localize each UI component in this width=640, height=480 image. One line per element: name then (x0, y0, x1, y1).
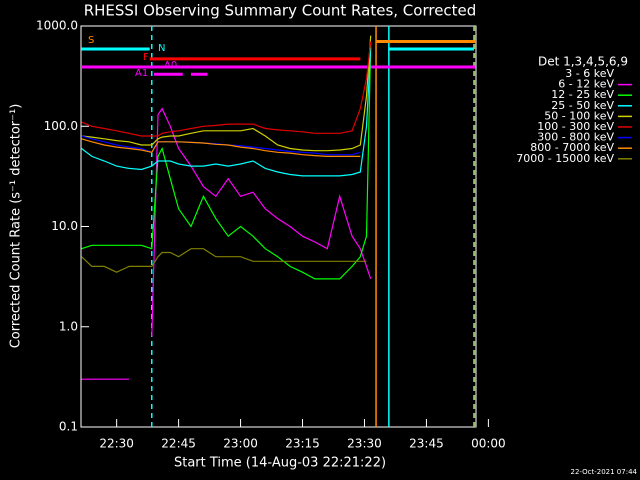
series-line (81, 41, 372, 137)
y-tick-label: 1.0 (59, 319, 78, 333)
flag-label: N (158, 43, 165, 54)
legend-label: 3 - 6 keV (565, 67, 614, 80)
series-line (81, 41, 372, 280)
x-tick-label: 23:45 (409, 437, 444, 451)
x-tick-label: 23:00 (223, 437, 258, 451)
legend-label: 25 - 50 keV (551, 99, 614, 112)
x-tick-label: 22:45 (161, 437, 196, 451)
series-line (81, 107, 372, 380)
legend-label: 12 - 25 keV (551, 88, 614, 101)
x-tick-label: 23:30 (347, 437, 382, 451)
y-tick-label: 1000.0 (36, 19, 78, 33)
series-line (81, 35, 372, 152)
x-tick-label: 00:00 (471, 437, 506, 451)
legend-label: 300 - 800 keV (537, 131, 614, 144)
x-tick-label: 23:15 (285, 437, 320, 451)
y-axis-title: Corrected Count Rate (s⁻¹ detector⁻¹) (9, 104, 24, 349)
y-tick-label: 0.1 (59, 420, 78, 434)
series-line (81, 48, 372, 177)
legend-label: 50 - 100 keV (544, 109, 614, 122)
series-line (81, 138, 361, 157)
legend-label: 100 - 300 keV (537, 120, 614, 133)
y-tick-label: 10.0 (51, 219, 78, 233)
plot-frame (80, 25, 477, 428)
footer: 22-Oct-2021 07:44 (571, 468, 638, 476)
legend-label: 800 - 7000 keV (530, 141, 614, 154)
y-tick-label: 100.0 (44, 119, 78, 133)
chart-title: RHESSI Observing Summary Count Rates, Co… (84, 2, 477, 20)
legend-label: 7000 - 15000 keV (516, 152, 614, 165)
series-line (81, 135, 361, 156)
legend-label: 6 - 12 keV (558, 78, 614, 91)
flag-label: A1 (135, 68, 148, 79)
flag-label: F (143, 52, 149, 63)
x-tick-label: 22:30 (99, 437, 134, 451)
flag-label: S (88, 35, 94, 46)
x-axis-title: Start Time (14-Aug-03 22:21:22) (174, 456, 386, 471)
series-line (157, 208, 372, 350)
legend-title: Det 1,3,4,5,6,9 (538, 55, 628, 69)
flag-label: A0 (164, 60, 177, 71)
series-line (81, 248, 367, 273)
